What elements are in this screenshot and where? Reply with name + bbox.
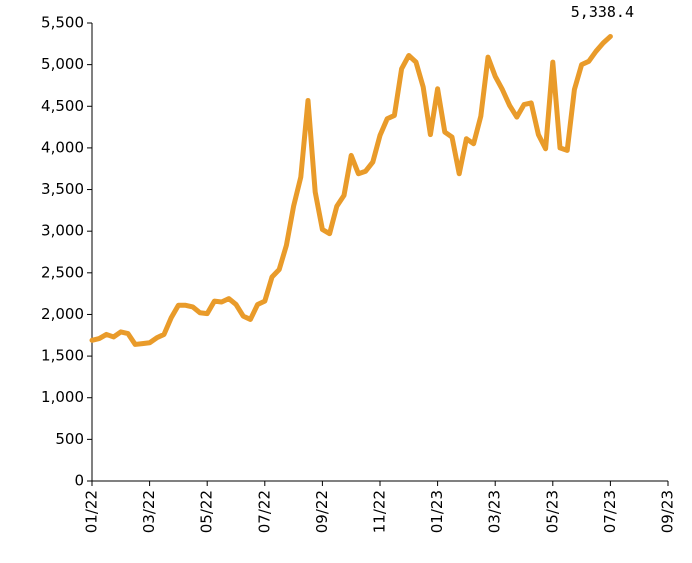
- x-tick-label: 01/23: [428, 490, 446, 533]
- y-tick-label: 5,000: [41, 55, 84, 73]
- x-tick-label: 07/23: [601, 490, 619, 533]
- y-tick-label: 2,500: [41, 263, 84, 281]
- x-tick-label: 05/22: [198, 490, 216, 533]
- y-tick-label: 3,500: [41, 180, 84, 198]
- y-tick-label: 500: [55, 430, 84, 448]
- x-tick-label: 01/22: [83, 490, 101, 533]
- x-tick-label: 03/23: [486, 490, 504, 533]
- y-tick-label: 1,500: [41, 347, 84, 365]
- y-tick-label: 0: [74, 472, 84, 490]
- x-tick-label: 09/22: [313, 490, 331, 533]
- y-tick-label: 1,000: [41, 388, 84, 406]
- y-tick-label: 5,500: [41, 14, 84, 32]
- x-tick-label: 03/22: [140, 490, 158, 533]
- x-tick-label: 07/22: [255, 490, 273, 533]
- y-tick-label: 4,000: [41, 138, 84, 156]
- y-tick-label: 3,000: [41, 222, 84, 240]
- y-tick-label: 4,500: [41, 97, 84, 115]
- x-tick-label: 09/23: [659, 490, 677, 533]
- x-tick-label: 05/23: [543, 490, 561, 533]
- data-label: 5,338.4: [571, 3, 634, 21]
- x-tick-label: 11/22: [371, 490, 389, 533]
- line: [89, 33, 613, 347]
- y-tick-label: 2,000: [41, 305, 84, 323]
